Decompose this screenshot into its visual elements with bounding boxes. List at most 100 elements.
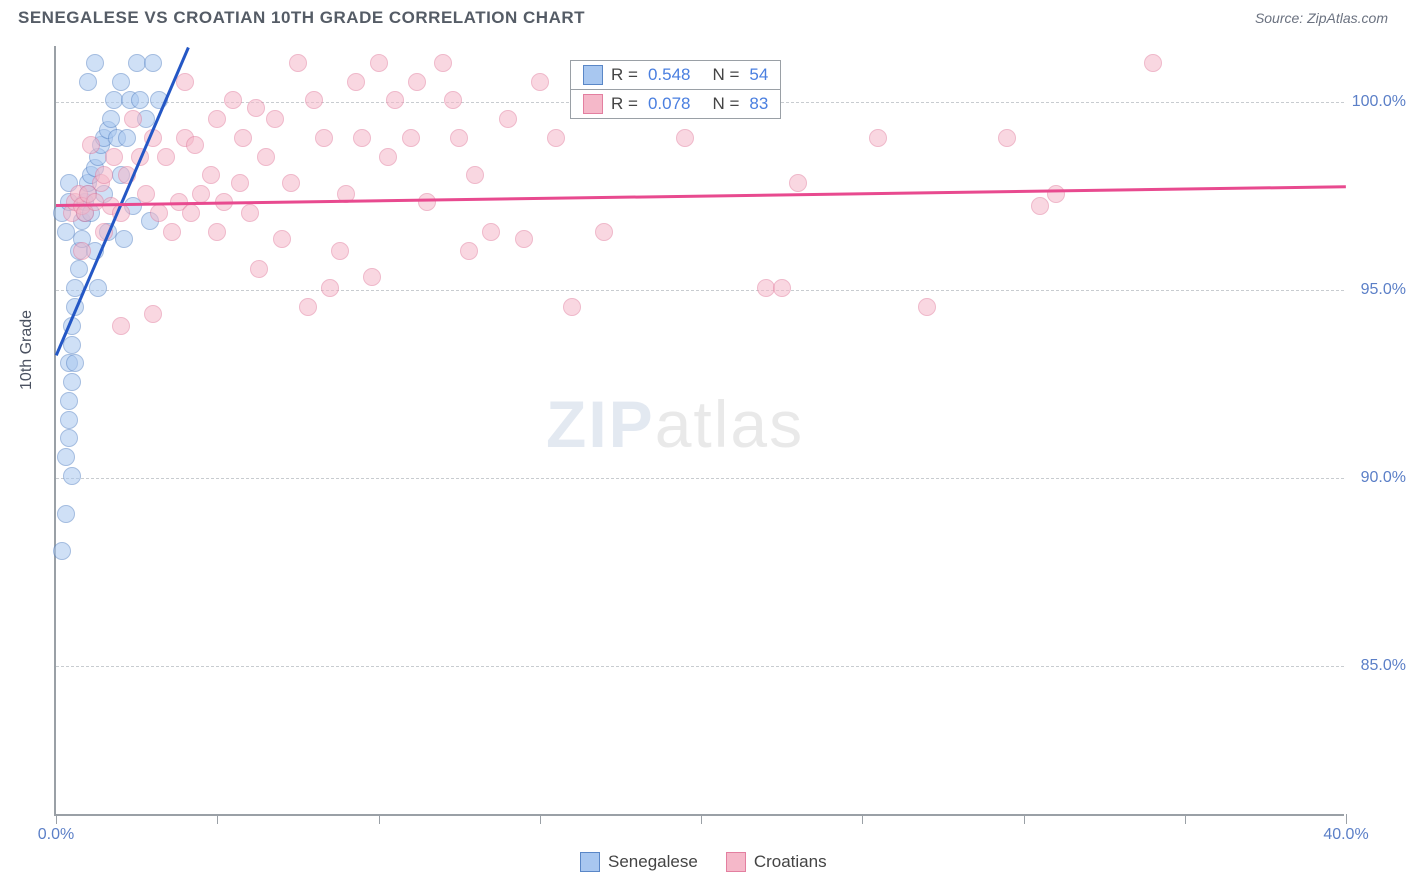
scatter-point — [82, 136, 100, 154]
scatter-point — [112, 73, 130, 91]
scatter-point — [202, 166, 220, 184]
scatter-point — [112, 317, 130, 335]
legend-swatch — [583, 94, 603, 114]
scatter-point — [869, 129, 887, 147]
scatter-point — [86, 54, 104, 72]
legend-r-label: R = — [611, 94, 638, 114]
scatter-point — [231, 174, 249, 192]
scatter-point — [60, 411, 78, 429]
scatter-point — [73, 242, 91, 260]
legend-item: Croatians — [726, 852, 827, 872]
scatter-point — [186, 136, 204, 154]
legend-row: R =0.078N =83 — [571, 90, 780, 118]
scatter-point — [595, 223, 613, 241]
scatter-point — [124, 110, 142, 128]
scatter-point — [408, 73, 426, 91]
legend-r-label: R = — [611, 65, 638, 85]
scatter-point — [563, 298, 581, 316]
scatter-point — [79, 73, 97, 91]
scatter-point — [418, 193, 436, 211]
watermark-zip: ZIP — [546, 387, 655, 461]
series-legend: Senegalese Croatians — [580, 852, 827, 872]
x-tick — [379, 814, 380, 824]
scatter-point — [402, 129, 420, 147]
scatter-point — [379, 148, 397, 166]
scatter-point — [224, 91, 242, 109]
y-tick-label: 90.0% — [1361, 469, 1406, 487]
scatter-point — [266, 110, 284, 128]
scatter-point — [66, 354, 84, 372]
scatter-point — [444, 91, 462, 109]
scatter-point — [192, 185, 210, 203]
legend-item-label: Croatians — [754, 852, 827, 872]
scatter-point — [144, 305, 162, 323]
scatter-point — [676, 129, 694, 147]
x-tick-label: 40.0% — [1323, 826, 1368, 844]
correlation-legend: R =0.548N =54R =0.078N =83 — [570, 60, 781, 119]
scatter-point — [1047, 185, 1065, 203]
scatter-point — [918, 298, 936, 316]
scatter-point — [347, 73, 365, 91]
scatter-point — [208, 110, 226, 128]
watermark-atlas: atlas — [655, 387, 804, 461]
y-tick-label: 100.0% — [1352, 93, 1406, 111]
scatter-point — [150, 204, 168, 222]
scatter-point — [176, 73, 194, 91]
scatter-point — [547, 129, 565, 147]
scatter-point — [57, 223, 75, 241]
scatter-point — [363, 268, 381, 286]
scatter-point — [118, 129, 136, 147]
scatter-point — [460, 242, 478, 260]
scatter-point — [57, 448, 75, 466]
scatter-point — [321, 279, 339, 297]
scatter-point — [386, 91, 404, 109]
scatter-point — [282, 174, 300, 192]
y-tick-label: 95.0% — [1361, 281, 1406, 299]
scatter-point — [305, 91, 323, 109]
legend-row: R =0.548N =54 — [571, 61, 780, 90]
scatter-point — [434, 54, 452, 72]
legend-n-label: N = — [712, 94, 739, 114]
scatter-point — [163, 223, 181, 241]
chart-title: SENEGALESE VS CROATIAN 10TH GRADE CORREL… — [18, 8, 585, 28]
scatter-point — [998, 129, 1016, 147]
scatter-point — [86, 193, 104, 211]
scatter-point — [273, 230, 291, 248]
scatter-point — [60, 392, 78, 410]
x-tick — [701, 814, 702, 824]
legend-n-value: 54 — [749, 65, 768, 85]
scatter-point — [250, 260, 268, 278]
y-axis-label: 10th Grade — [18, 310, 36, 390]
scatter-point — [89, 279, 107, 297]
legend-n-label: N = — [712, 65, 739, 85]
y-tick-label: 85.0% — [1361, 657, 1406, 675]
legend-item: Senegalese — [580, 852, 698, 872]
x-tick — [1346, 814, 1347, 824]
x-tick — [1024, 814, 1025, 824]
chart-plot-area: ZIPatlas 85.0%90.0%95.0%100.0%0.0%40.0% — [54, 46, 1344, 816]
scatter-point — [182, 204, 200, 222]
scatter-point — [53, 542, 71, 560]
scatter-point — [63, 336, 81, 354]
scatter-point — [115, 230, 133, 248]
scatter-point — [57, 505, 75, 523]
scatter-point — [482, 223, 500, 241]
scatter-point — [370, 54, 388, 72]
scatter-point — [70, 260, 88, 278]
trend-line — [56, 185, 1346, 206]
scatter-point — [63, 373, 81, 391]
scatter-point — [241, 204, 259, 222]
scatter-point — [1144, 54, 1162, 72]
legend-swatch — [580, 852, 600, 872]
legend-n-value: 83 — [749, 94, 768, 114]
scatter-point — [257, 148, 275, 166]
scatter-point — [234, 129, 252, 147]
scatter-point — [63, 467, 81, 485]
scatter-point — [789, 174, 807, 192]
scatter-point — [299, 298, 317, 316]
gridline — [56, 290, 1344, 291]
source-label: Source: ZipAtlas.com — [1255, 10, 1388, 26]
scatter-point — [105, 148, 123, 166]
legend-swatch — [726, 852, 746, 872]
x-tick — [540, 814, 541, 824]
